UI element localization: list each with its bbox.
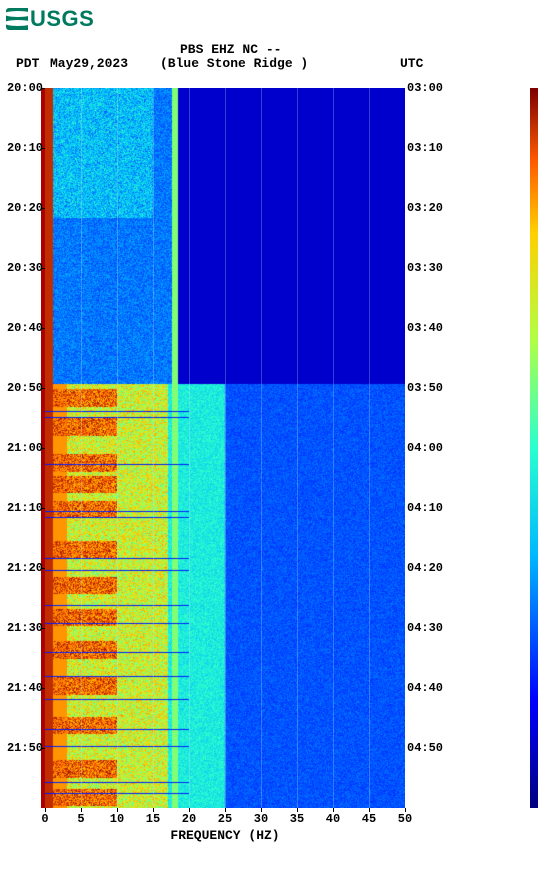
y-tick-right: 03:10 bbox=[407, 141, 443, 155]
y-tick-right: 03:40 bbox=[407, 321, 443, 335]
right-timezone: UTC bbox=[400, 56, 423, 71]
usgs-logo-text: USGS bbox=[30, 6, 94, 32]
x-tick-mark bbox=[405, 808, 406, 812]
y-tick-mark bbox=[41, 268, 45, 269]
y-tick-right: 04:20 bbox=[407, 561, 443, 575]
x-tick: 10 bbox=[110, 812, 124, 826]
x-tick-mark bbox=[261, 808, 262, 812]
y-tick-right: 03:00 bbox=[407, 81, 443, 95]
grid-line bbox=[261, 88, 262, 808]
grid-line bbox=[117, 88, 118, 808]
y-tick-right: 04:30 bbox=[407, 621, 443, 635]
y-tick-mark bbox=[41, 688, 45, 689]
y-tick-mark bbox=[41, 88, 45, 89]
y-tick-right: 04:10 bbox=[407, 501, 443, 515]
spectrogram-plot: 20:0020:1020:2020:3020:4020:5021:0021:10… bbox=[45, 88, 405, 808]
x-tick-mark bbox=[153, 808, 154, 812]
usgs-logo: USGS bbox=[6, 6, 94, 32]
left-timezone: PDT bbox=[16, 56, 39, 71]
y-tick-left: 21:40 bbox=[7, 681, 43, 695]
grid-line bbox=[333, 88, 334, 808]
x-tick-mark bbox=[45, 808, 46, 812]
y-tick-mark bbox=[41, 568, 45, 569]
y-tick-mark bbox=[41, 448, 45, 449]
y-tick-left: 21:30 bbox=[7, 621, 43, 635]
y-tick-left: 20:00 bbox=[7, 81, 43, 95]
x-tick-mark bbox=[81, 808, 82, 812]
y-tick-left: 20:40 bbox=[7, 321, 43, 335]
y-tick-left: 21:10 bbox=[7, 501, 43, 515]
grid-line bbox=[225, 88, 226, 808]
x-axis-label: FREQUENCY (HZ) bbox=[170, 828, 279, 843]
x-tick: 45 bbox=[362, 812, 376, 826]
x-tick-mark bbox=[189, 808, 190, 812]
x-tick: 15 bbox=[146, 812, 160, 826]
y-tick-mark bbox=[41, 328, 45, 329]
usgs-logo-mark bbox=[6, 8, 28, 30]
header-date: May29,2023 bbox=[50, 56, 128, 71]
x-tick: 20 bbox=[182, 812, 196, 826]
x-tick: 25 bbox=[218, 812, 232, 826]
x-tick-mark bbox=[117, 808, 118, 812]
x-tick-mark bbox=[333, 808, 334, 812]
y-tick-left: 21:20 bbox=[7, 561, 43, 575]
grid-line bbox=[297, 88, 298, 808]
y-tick-mark bbox=[41, 508, 45, 509]
title-line-2: (Blue Stone Ridge ) bbox=[160, 56, 308, 71]
y-tick-mark bbox=[41, 388, 45, 389]
colorbar bbox=[530, 88, 538, 808]
y-tick-right: 04:00 bbox=[407, 441, 443, 455]
x-tick: 30 bbox=[254, 812, 268, 826]
title-line-1: PBS EHZ NC -- bbox=[180, 42, 281, 57]
grid-line bbox=[81, 88, 82, 808]
y-tick-mark bbox=[41, 628, 45, 629]
y-tick-right: 03:30 bbox=[407, 261, 443, 275]
y-tick-right: 04:40 bbox=[407, 681, 443, 695]
grid-line bbox=[189, 88, 190, 808]
y-tick-left: 20:50 bbox=[7, 381, 43, 395]
x-tick: 50 bbox=[398, 812, 412, 826]
x-tick: 5 bbox=[77, 812, 84, 826]
y-tick-mark bbox=[41, 208, 45, 209]
y-tick-left: 20:30 bbox=[7, 261, 43, 275]
x-tick: 35 bbox=[290, 812, 304, 826]
x-tick: 40 bbox=[326, 812, 340, 826]
y-tick-left: 20:10 bbox=[7, 141, 43, 155]
y-tick-left: 20:20 bbox=[7, 201, 43, 215]
x-tick-mark bbox=[369, 808, 370, 812]
y-tick-mark bbox=[41, 748, 45, 749]
x-tick-mark bbox=[297, 808, 298, 812]
grid-line bbox=[153, 88, 154, 808]
x-tick-mark bbox=[225, 808, 226, 812]
y-tick-right: 04:50 bbox=[407, 741, 443, 755]
y-tick-left: 21:50 bbox=[7, 741, 43, 755]
y-tick-left: 21:00 bbox=[7, 441, 43, 455]
y-tick-mark bbox=[41, 148, 45, 149]
y-tick-right: 03:50 bbox=[407, 381, 443, 395]
x-tick: 0 bbox=[41, 812, 48, 826]
grid-line bbox=[369, 88, 370, 808]
y-tick-right: 03:20 bbox=[407, 201, 443, 215]
